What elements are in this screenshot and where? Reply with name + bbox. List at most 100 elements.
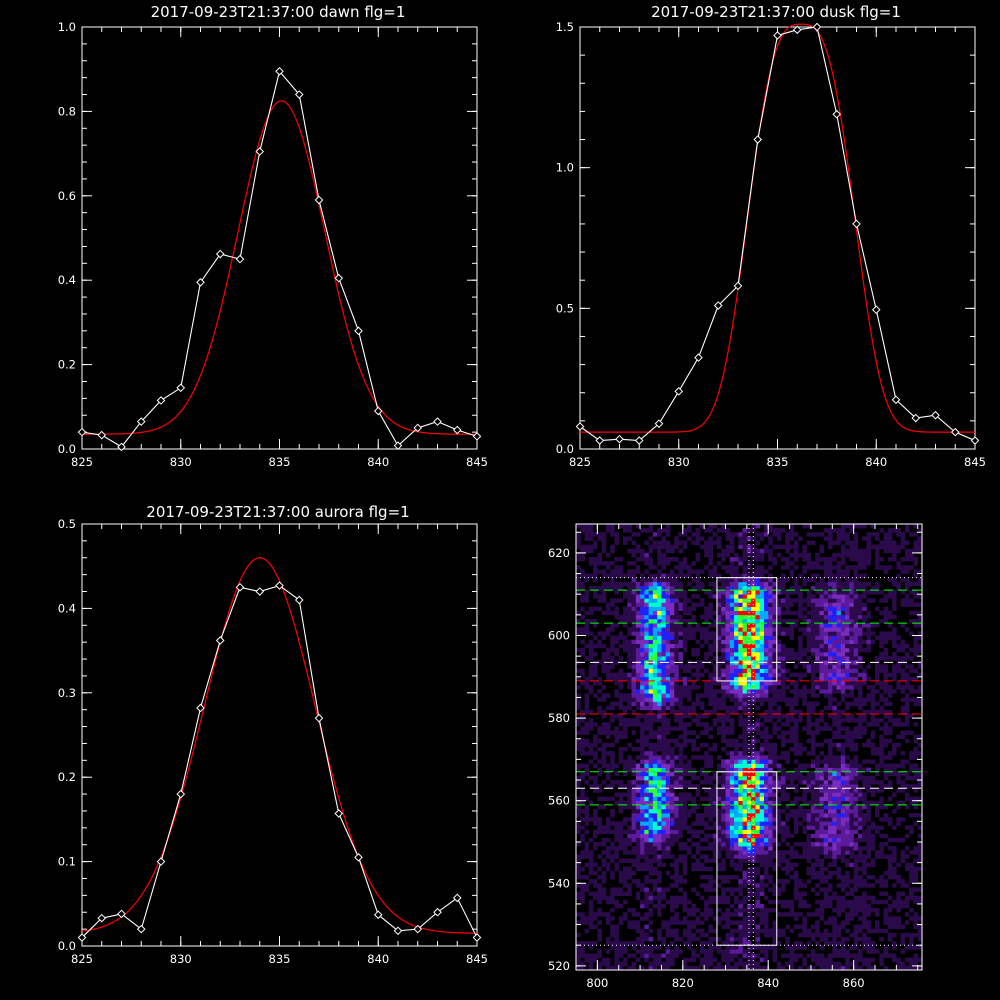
heatmap-cell bbox=[610, 908, 615, 913]
heatmap-cell bbox=[708, 808, 713, 814]
heatmap-cell bbox=[725, 730, 731, 735]
heatmap-cell bbox=[840, 817, 846, 822]
heatmap-cell bbox=[763, 808, 769, 814]
heatmap-cell bbox=[729, 784, 735, 789]
heatmap-cell bbox=[580, 883, 585, 888]
heatmap-cell bbox=[597, 932, 602, 938]
heatmap-cell bbox=[704, 656, 709, 661]
heatmap-cell bbox=[759, 701, 765, 706]
heatmap-cell bbox=[588, 643, 594, 649]
heatmap-cell bbox=[768, 623, 773, 628]
heatmap-cell bbox=[644, 891, 649, 896]
heatmap-cell bbox=[657, 804, 662, 810]
heatmap-cell bbox=[755, 627, 760, 632]
heatmap-cell bbox=[828, 920, 833, 925]
heatmap-cell bbox=[725, 796, 731, 801]
heatmap-cell bbox=[793, 656, 799, 661]
heatmap-cell bbox=[823, 639, 829, 645]
heatmap-cell bbox=[772, 953, 778, 958]
heatmap-cell bbox=[725, 953, 731, 958]
heatmap-cell bbox=[763, 672, 769, 678]
heatmap-cell bbox=[640, 854, 645, 859]
heatmap-cell bbox=[669, 635, 675, 640]
heatmap-cell bbox=[823, 920, 829, 925]
heatmap-cell bbox=[704, 858, 709, 863]
heatmap-cell bbox=[746, 808, 752, 814]
heatmap-cell bbox=[644, 755, 649, 760]
heatmap-cell bbox=[755, 763, 760, 768]
heatmap-cell bbox=[823, 759, 829, 764]
heatmap-cell bbox=[913, 961, 919, 967]
heatmap-cell bbox=[900, 623, 906, 628]
heatmap-cell bbox=[772, 887, 778, 892]
heatmap-cell bbox=[913, 676, 919, 682]
heatmap-cell bbox=[866, 945, 872, 950]
heatmap-cell bbox=[763, 804, 769, 810]
heatmap-cell bbox=[644, 804, 649, 810]
heatmap-cell bbox=[810, 643, 816, 649]
heatmap-cell bbox=[661, 676, 666, 682]
heatmap-cell bbox=[640, 928, 645, 934]
heatmap-cell bbox=[674, 713, 679, 719]
heatmap-cell bbox=[678, 722, 684, 727]
heatmap-cell bbox=[768, 792, 773, 797]
heatmap-cell bbox=[887, 936, 893, 942]
heatmap-cell bbox=[725, 726, 731, 731]
heatmap-cell bbox=[657, 887, 662, 892]
heatmap-cell bbox=[755, 965, 760, 971]
heatmap-cell bbox=[755, 870, 760, 876]
heatmap-cell bbox=[892, 689, 897, 694]
heatmap-cell bbox=[610, 941, 615, 946]
dawn-data-point bbox=[156, 396, 166, 405]
heatmap-cell bbox=[857, 903, 863, 909]
heatmap-cell bbox=[721, 841, 726, 847]
heatmap-cell bbox=[810, 639, 816, 645]
heatmap-cell bbox=[763, 866, 769, 872]
heatmap-cell bbox=[802, 747, 807, 752]
heatmap-cell bbox=[605, 775, 611, 781]
heatmap-cell bbox=[678, 643, 684, 649]
heatmap-cell bbox=[828, 899, 833, 905]
heatmap-cell bbox=[729, 891, 735, 896]
heatmap-cell bbox=[763, 854, 769, 859]
heatmap-cell bbox=[768, 647, 773, 653]
heatmap-cell bbox=[721, 643, 726, 649]
heatmap-cell bbox=[763, 726, 769, 731]
heatmap-cell bbox=[866, 780, 872, 785]
heatmap-cell bbox=[836, 747, 842, 752]
heatmap-cell bbox=[772, 788, 778, 793]
heatmap-cell bbox=[644, 726, 649, 731]
heatmap-cell bbox=[840, 841, 846, 847]
heatmap-cell bbox=[665, 722, 671, 727]
heatmap-cell bbox=[661, 718, 666, 723]
heatmap-cell bbox=[627, 705, 632, 711]
heatmap-cell bbox=[759, 775, 765, 781]
heatmap-cell bbox=[644, 817, 649, 822]
heatmap-cell bbox=[887, 755, 893, 760]
heatmap-cell bbox=[845, 780, 850, 785]
heatmap-cell bbox=[896, 718, 901, 723]
heatmap-cell bbox=[853, 660, 859, 665]
heatmap-cell bbox=[870, 965, 876, 971]
heatmap-cell bbox=[840, 936, 846, 942]
heatmap-cell bbox=[721, 808, 726, 814]
heatmap-cell bbox=[674, 903, 679, 909]
heatmap-cell bbox=[708, 755, 713, 760]
heatmap-cell bbox=[751, 804, 756, 810]
heatmap-cell bbox=[704, 941, 709, 946]
heatmap-cell bbox=[746, 784, 752, 789]
heatmap-cell bbox=[763, 945, 769, 950]
heatmap-cell bbox=[695, 639, 701, 645]
heatmap-cell bbox=[657, 647, 662, 653]
heatmap-cell bbox=[810, 635, 816, 640]
heatmap-cell bbox=[691, 936, 696, 942]
heatmap-cell bbox=[772, 680, 778, 686]
heatmap-cell bbox=[763, 775, 769, 781]
heatmap-cell bbox=[772, 676, 778, 682]
heatmap-cell bbox=[678, 808, 684, 814]
heatmap-cell bbox=[840, 734, 846, 740]
heatmap-cell bbox=[648, 928, 654, 934]
heatmap-cell bbox=[605, 672, 611, 678]
heatmap-cell bbox=[734, 804, 739, 810]
heatmap-cell bbox=[635, 647, 641, 653]
